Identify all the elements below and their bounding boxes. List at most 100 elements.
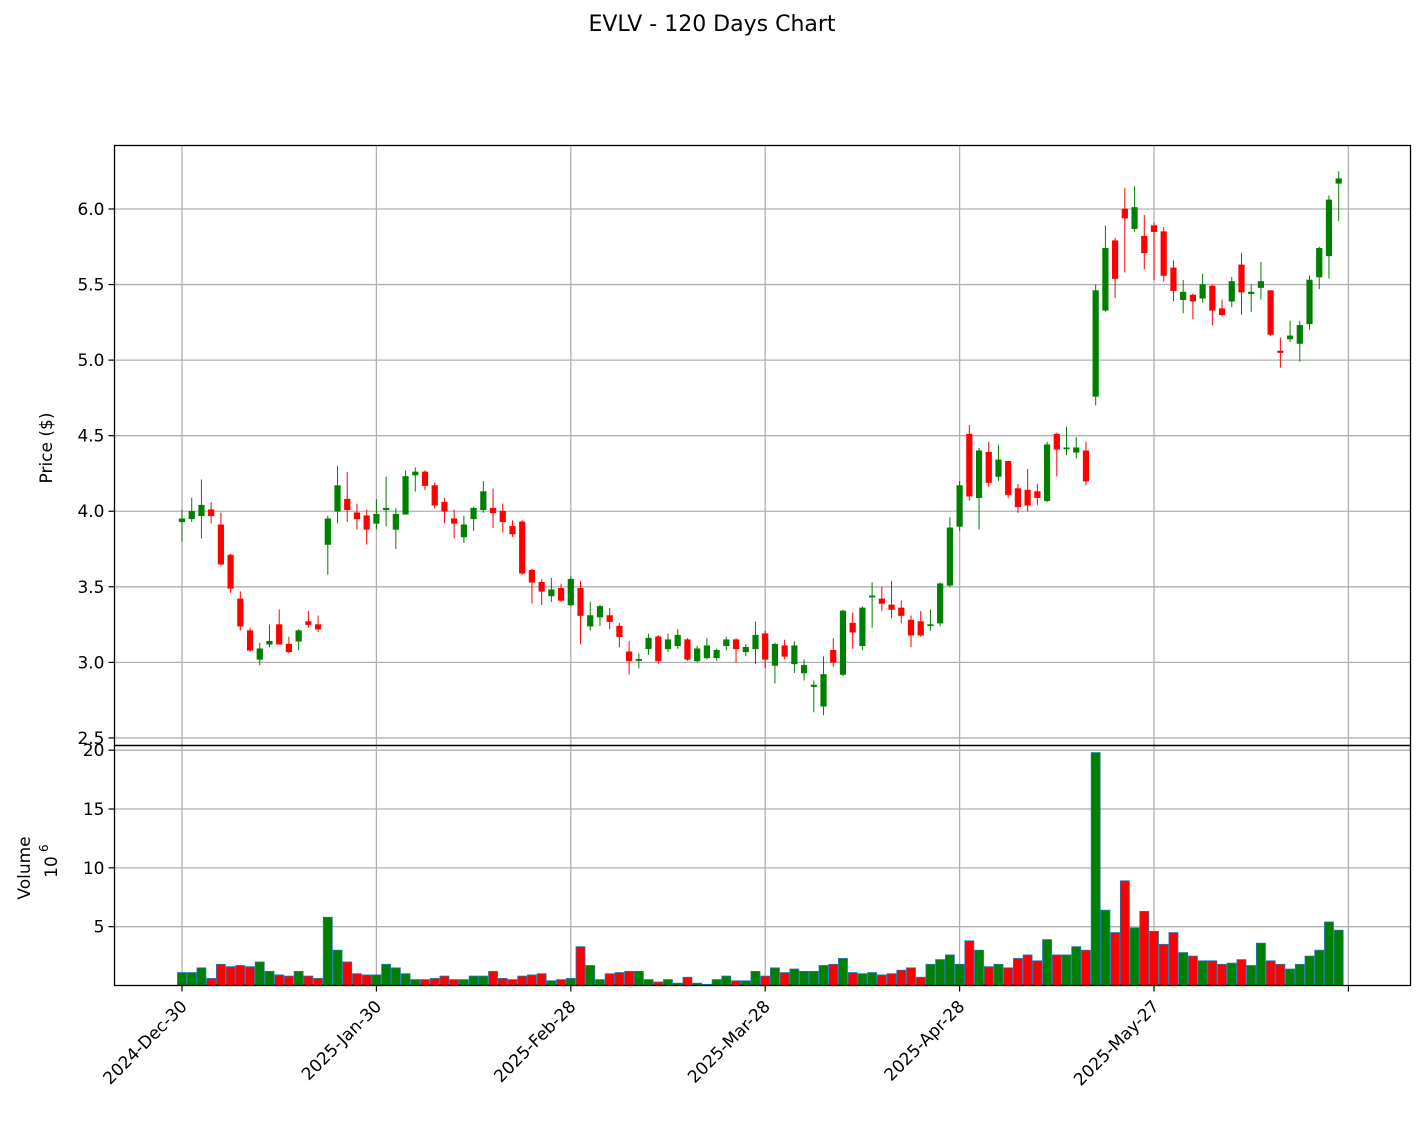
candle-body (694, 648, 701, 662)
candle-body (1199, 284, 1206, 299)
price-candles (178, 171, 1342, 716)
volume-bar (556, 979, 566, 986)
volume-bar (1110, 932, 1121, 986)
volume-bar (682, 976, 693, 986)
candle-body (1296, 325, 1303, 344)
volume-bar (935, 959, 946, 986)
candle-body (1335, 178, 1342, 184)
volume-bar (429, 978, 440, 986)
price-tick-label: 2.5 (77, 729, 104, 749)
volume-bar (711, 979, 722, 986)
volume-bar (322, 916, 333, 986)
volume-bar (1285, 968, 1295, 986)
candle-body (1014, 488, 1022, 508)
volume-bar (828, 963, 839, 986)
candle-body (246, 630, 254, 651)
candle-body (421, 471, 429, 486)
candle-body (596, 606, 604, 618)
volume-bar (906, 967, 916, 986)
volume-bar (1187, 955, 1198, 986)
candle-body (1257, 281, 1265, 288)
volume-bar (1294, 963, 1305, 986)
candle-body (1248, 291, 1255, 294)
candle-body (684, 639, 691, 660)
candle-body (1102, 247, 1109, 311)
candle-body (878, 598, 885, 604)
price-y-axis-label: Price ($) (37, 413, 57, 484)
volume-bar (536, 973, 547, 986)
candle-body (237, 598, 244, 627)
candle-body (451, 518, 458, 524)
candle-body (1286, 335, 1294, 340)
candle-body (178, 518, 186, 523)
x-tick-label: 2024-Dec-30 (100, 997, 192, 1089)
candle-body (519, 521, 526, 574)
volume-bar (847, 972, 858, 986)
volume-bar (371, 974, 382, 986)
candle-body (927, 624, 934, 627)
volume-bar (1207, 960, 1218, 986)
candle-body (1034, 491, 1041, 498)
candle-body (1150, 225, 1158, 232)
volume-bar (274, 974, 285, 986)
volume-bar (857, 973, 868, 986)
volume-bar (964, 940, 975, 986)
volume-bar (624, 970, 635, 986)
volume-bar (235, 965, 246, 986)
volume-bar (585, 965, 596, 986)
candle-body (1063, 447, 1070, 450)
price-tick-label: 3.0 (77, 653, 104, 673)
candle-body (1082, 450, 1090, 482)
volume-bar (721, 975, 732, 986)
candle-body (1053, 433, 1060, 450)
candle-body (966, 433, 973, 497)
volume-bar (944, 954, 955, 986)
volume-bar (497, 978, 508, 986)
volume-bar (1217, 963, 1227, 986)
candle-body (266, 640, 273, 645)
volume-bar (838, 958, 848, 986)
candle-body (645, 637, 652, 650)
volume-plot-frame (113, 744, 1412, 987)
volume-y-ticks: 5 10 15 20 (83, 741, 115, 938)
candle-body (732, 639, 740, 650)
candle-body (723, 639, 730, 647)
volume-bar (614, 972, 625, 986)
volume-tick-label: 15 (83, 800, 105, 820)
volume-bar (595, 979, 605, 986)
candle-body (392, 513, 399, 530)
volume-bar (886, 973, 897, 986)
volume-bar (740, 980, 751, 986)
candle-body (800, 665, 808, 674)
price-tick-label: 4.5 (77, 427, 104, 447)
candle-body (402, 476, 409, 515)
candle-body (762, 633, 769, 660)
volume-bar (400, 973, 411, 986)
candle-body (557, 588, 565, 601)
volume-bar (1032, 960, 1043, 986)
candle-body (888, 604, 895, 610)
volume-bar (342, 961, 353, 986)
candle-body (771, 643, 779, 666)
volume-bar (954, 963, 965, 986)
volume-bar (867, 972, 878, 986)
volume-bar (410, 979, 421, 986)
volume-unit-label: 10 6 (37, 844, 62, 877)
volume-bar (215, 963, 226, 986)
volume-bar (799, 970, 809, 986)
volume-bar (779, 972, 790, 986)
x-tick-label: 2025-Feb-28 (490, 997, 580, 1087)
candle-body (898, 607, 905, 616)
candle-body (334, 485, 341, 512)
candle-body (276, 624, 283, 645)
volume-bar (478, 975, 489, 986)
volume-bar (876, 974, 887, 986)
candle-body (674, 634, 681, 647)
volume-tick-label: 10 (83, 859, 105, 879)
volume-bar (1304, 955, 1315, 986)
volume-bar (381, 963, 392, 986)
volume-bar (254, 961, 265, 986)
candle-body (859, 607, 866, 647)
volume-bar (818, 965, 829, 986)
